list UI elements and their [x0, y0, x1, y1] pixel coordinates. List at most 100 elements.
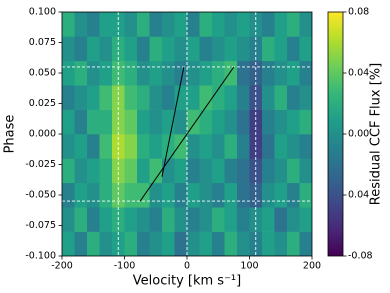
- heatmap-cell: [149, 158, 163, 184]
- heatmap-cell: [74, 12, 88, 37]
- heatmap-cell: [249, 134, 263, 159]
- heatmap-cell: [62, 182, 75, 208]
- heatmap-cell: [124, 182, 138, 208]
- heatmap-cell: [74, 36, 88, 62]
- colorbar: [327, 11, 344, 257]
- heatmap-cell: [62, 231, 75, 256]
- heatmap-cell: [299, 85, 312, 110]
- heatmap-cell: [274, 109, 288, 135]
- heatmap-cell: [212, 85, 225, 110]
- heatmap-cell: [212, 134, 225, 159]
- heatmap-cell: [62, 12, 75, 37]
- heatmap-cell: [174, 158, 188, 184]
- heatmap-cell: [99, 60, 113, 86]
- heatmap-cell: [74, 182, 88, 208]
- colorbar-tick-label: 0.04: [348, 68, 369, 79]
- heatmap-cell: [124, 158, 138, 184]
- heatmap-cell: [299, 12, 312, 37]
- heatmap-cell: [224, 182, 238, 208]
- heatmap-cell: [224, 109, 238, 135]
- heatmap-cell: [174, 85, 188, 110]
- heatmap-cell: [187, 36, 200, 62]
- heatmap-cell: [262, 182, 275, 208]
- heatmap-cell: [187, 60, 200, 86]
- heatmap-cell: [199, 109, 213, 135]
- colorbar-tick-label: 0.08: [348, 7, 369, 18]
- heatmap-cell: [87, 207, 100, 232]
- y-tick-label: 0.025: [29, 98, 56, 109]
- heatmap-cell: [199, 85, 213, 110]
- heatmap-cell: [62, 158, 75, 184]
- heatmap-cell: [174, 36, 188, 62]
- heatmap-cell: [262, 12, 275, 37]
- heatmap-cell: [237, 12, 250, 37]
- heatmap-cell: [124, 134, 138, 159]
- heatmap-cell: [74, 207, 88, 232]
- heatmap-cell: [174, 207, 188, 232]
- heatmap-cell: [249, 109, 263, 135]
- heatmap-cell: [237, 207, 250, 232]
- x-tick-label: 100: [240, 261, 258, 272]
- heatmap-cell: [187, 85, 200, 110]
- heatmap-cell: [187, 158, 200, 184]
- heatmap-cell: [124, 85, 138, 110]
- heatmap-cell: [87, 60, 100, 86]
- heatmap-cell: [187, 12, 200, 37]
- heatmap-cell: [137, 60, 150, 86]
- y-axis-label: Phase: [3, 115, 18, 154]
- heatmap-cell: [274, 231, 288, 256]
- heatmap-cell: [137, 36, 150, 62]
- heatmap-cell: [162, 207, 175, 232]
- heatmap-cell: [262, 36, 275, 62]
- heatmap-cell: [149, 182, 163, 208]
- heatmap-cell: [274, 36, 288, 62]
- heatmap-cell: [149, 85, 163, 110]
- heatmap-cell: [212, 182, 225, 208]
- heatmap-cell: [287, 134, 300, 159]
- heatmap-cell: [287, 12, 300, 37]
- heatmap-cell: [99, 207, 113, 232]
- heatmap-cell: [224, 134, 238, 159]
- heatmap-cell: [74, 134, 88, 159]
- heatmap-cell: [237, 85, 250, 110]
- heatmap-cell: [149, 134, 163, 159]
- heatmap-cell: [199, 36, 213, 62]
- heatmap-cell: [137, 158, 150, 184]
- heatmap-cell: [224, 231, 238, 256]
- heatmap-cell: [99, 85, 113, 110]
- heatmap-cell: [162, 182, 175, 208]
- heatmap-cell: [112, 134, 125, 159]
- heatmap-cell: [237, 158, 250, 184]
- heatmap-cell: [287, 85, 300, 110]
- y-tick-label: 0.050: [29, 68, 56, 79]
- heatmap-cell: [174, 231, 188, 256]
- heatmap-cell: [124, 60, 138, 86]
- heatmap-cell: [162, 36, 175, 62]
- heatmap-cell: [74, 85, 88, 110]
- heatmap-cell: [162, 85, 175, 110]
- x-axis-label: Velocity [km s⁻¹]: [133, 274, 241, 289]
- heatmap-cell: [237, 231, 250, 256]
- heatmap-cell: [287, 36, 300, 62]
- heatmap-cell: [212, 12, 225, 37]
- heatmap-cell: [62, 134, 75, 159]
- heatmap-cell: [287, 158, 300, 184]
- heatmap-cell: [137, 207, 150, 232]
- heatmap-cell: [187, 182, 200, 208]
- colorbar-tick-label: -0.08: [348, 251, 373, 262]
- heatmap-cell: [262, 85, 275, 110]
- heatmap-cell: [112, 109, 125, 135]
- heatmap-cell: [262, 207, 275, 232]
- heatmap-cell: [87, 231, 100, 256]
- heatmap-cell: [212, 109, 225, 135]
- trace-line: [161, 66, 185, 177]
- y-tick-label: 0.075: [29, 37, 56, 48]
- heatmap-cell: [174, 182, 188, 208]
- y-tick-label: -0.050: [25, 190, 56, 201]
- heatmap-cell: [287, 182, 300, 208]
- heatmap-cell: [124, 109, 138, 135]
- heatmap-cell: [224, 60, 238, 86]
- heatmap-cell: [299, 60, 312, 86]
- heatmap-cell: [299, 231, 312, 256]
- heatmap-cell: [187, 207, 200, 232]
